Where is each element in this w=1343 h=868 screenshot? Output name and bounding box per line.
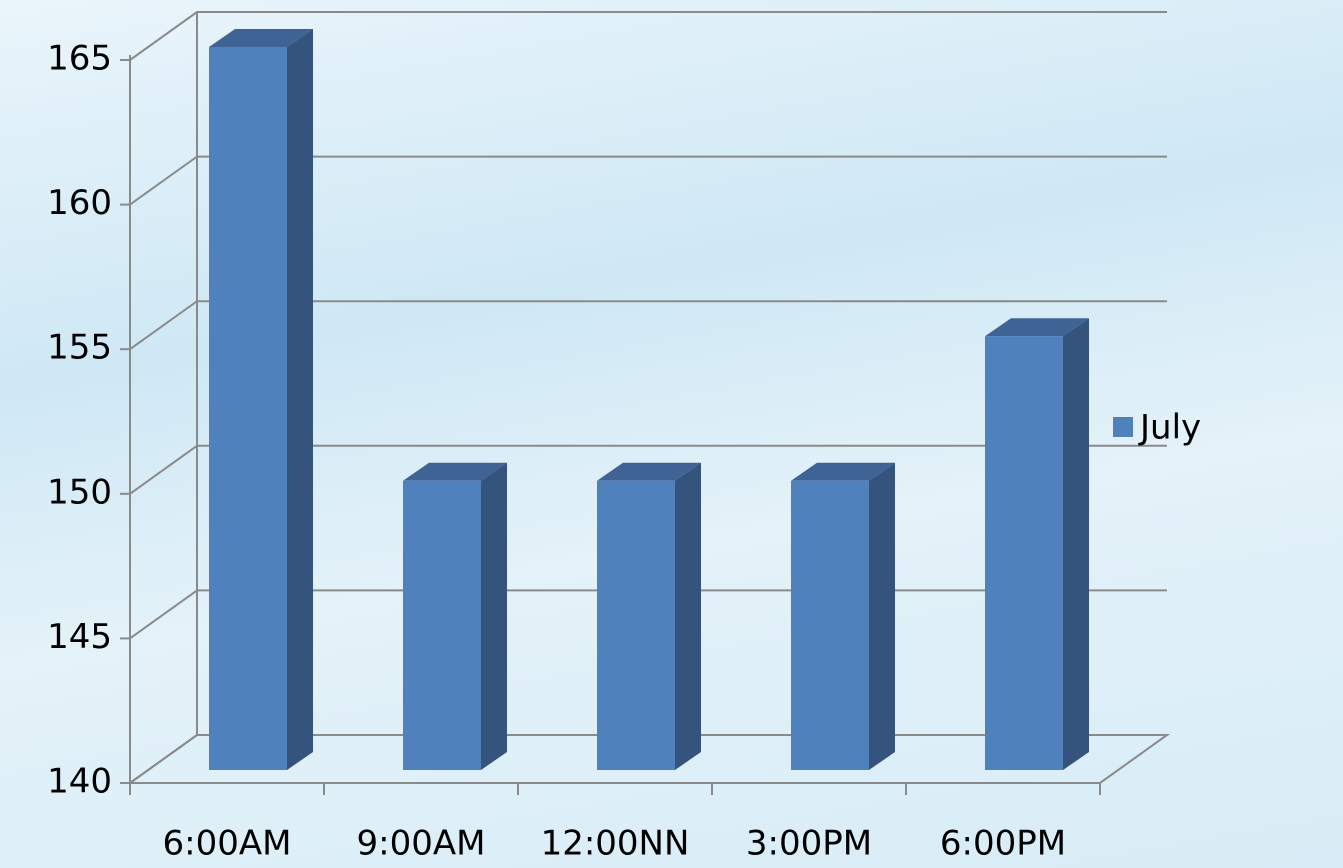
- bar-side: [869, 462, 895, 770]
- bar-top: [403, 462, 507, 481]
- bar-side: [675, 462, 701, 770]
- bar: [597, 480, 675, 770]
- y-tick-label: 145: [47, 617, 112, 657]
- bar: [791, 480, 869, 770]
- x-tick-label: 6:00PM: [940, 824, 1066, 864]
- x-tick-label: 12:00NN: [541, 824, 690, 864]
- bar-side: [481, 462, 507, 770]
- bar-top: [597, 462, 701, 481]
- x-tick-label: 9:00AM: [357, 824, 486, 864]
- bar-side: [287, 29, 313, 770]
- y-tick-label: 150: [47, 472, 112, 512]
- y-tick-label: 155: [47, 328, 112, 368]
- bar-top: [985, 318, 1089, 337]
- bar-top: [209, 29, 313, 47]
- bar-side: [1063, 318, 1089, 770]
- y-tick-label: 140: [47, 762, 112, 802]
- y-tick-label: 160: [47, 183, 112, 223]
- x-tick-label: 3:00PM: [746, 824, 872, 864]
- legend-label: July: [1138, 408, 1201, 448]
- bar: [985, 336, 1063, 770]
- bar: [209, 47, 287, 770]
- bar: [403, 480, 481, 770]
- x-tick-label: 6:00AM: [163, 824, 292, 864]
- legend-swatch: [1113, 417, 1133, 437]
- y-tick-label: 165: [47, 39, 112, 79]
- bar-top: [791, 462, 895, 481]
